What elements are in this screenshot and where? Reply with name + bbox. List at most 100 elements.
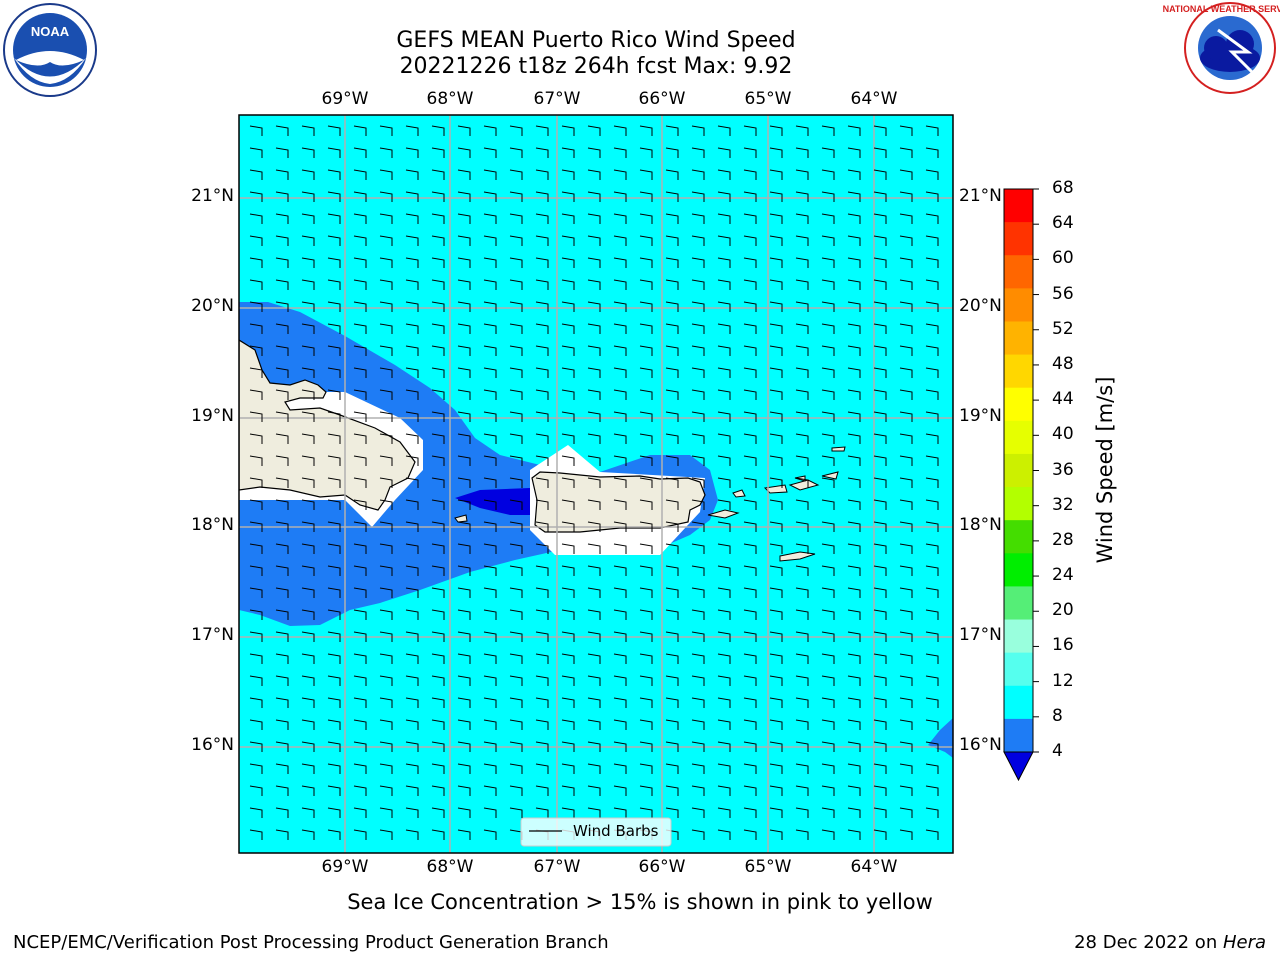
wind-barb [821, 411, 835, 422]
wind-barb [613, 697, 627, 708]
wind-barb [639, 191, 653, 202]
wind-barb [899, 367, 913, 378]
run-date: 28 Dec 2022 on Hera [1074, 932, 1266, 953]
wind-barb [327, 191, 341, 202]
wind-barb [691, 829, 705, 840]
wind-barb [483, 829, 497, 840]
wind-barb [639, 257, 653, 268]
colorbar-tick-label: 8 [1052, 705, 1063, 726]
wind-barb [431, 213, 445, 224]
wind-barb [327, 147, 341, 158]
wind-barb [613, 279, 627, 290]
wind-barb [301, 631, 315, 642]
wind-barb [691, 279, 705, 290]
wind-barb [847, 455, 861, 466]
wind-barb [353, 587, 367, 598]
wind-barb [795, 631, 809, 642]
wind-barb [847, 653, 861, 664]
wind-barb [925, 675, 939, 686]
wind-barb [431, 257, 445, 268]
wind-barb [327, 499, 341, 510]
wind-barb [743, 125, 757, 136]
wind-barb [925, 543, 939, 554]
wind-barb [457, 257, 471, 268]
wind-barb [717, 565, 731, 576]
wind-barb [249, 477, 263, 488]
wind-barb [587, 587, 601, 598]
wind-barb [873, 323, 887, 334]
wind-barb [483, 675, 497, 686]
wind-barb [821, 609, 835, 620]
wind-barb [327, 675, 341, 686]
wind-barb [847, 785, 861, 796]
wind-barb [847, 631, 861, 642]
wind-barb [613, 301, 627, 312]
wind-barb [483, 719, 497, 730]
wind-barb [249, 697, 263, 708]
wind-barb [587, 389, 601, 400]
wind-barb [717, 411, 731, 422]
wind-barb [353, 609, 367, 620]
wind-barb [535, 543, 549, 554]
wind-barb [535, 499, 549, 510]
wind-barb [821, 477, 835, 488]
wind-barb [691, 609, 705, 620]
wind-barb [795, 521, 809, 532]
wind-barb [561, 499, 575, 510]
wind-barb [275, 147, 289, 158]
wind-barb [925, 257, 939, 268]
wind-barb [717, 191, 731, 202]
wind-barb [769, 147, 783, 158]
wind-barb [457, 301, 471, 312]
wind-barb [457, 785, 471, 796]
wind-barb [613, 477, 627, 488]
wind-barb [535, 147, 549, 158]
wind-barb [275, 587, 289, 598]
wind-barb [743, 697, 757, 708]
wind-barb [717, 213, 731, 224]
wind-barb [795, 543, 809, 554]
wind-barb [743, 257, 757, 268]
wind-barb [483, 235, 497, 246]
wind-barb [587, 147, 601, 158]
wind-barb [587, 433, 601, 444]
wind-barb [535, 257, 549, 268]
wind-barb [847, 257, 861, 268]
wind-barb [587, 543, 601, 554]
wind-barb [639, 279, 653, 290]
wind-barb [353, 389, 367, 400]
lon-label-top: 64°W [850, 89, 898, 109]
wind-barb [249, 609, 263, 620]
legend-label: Wind Barbs [573, 822, 659, 840]
lon-label-top: 66°W [638, 89, 686, 109]
wind-barb [743, 609, 757, 620]
wind-barb [795, 125, 809, 136]
wind-barb [405, 257, 419, 268]
wind-barb [483, 389, 497, 400]
wind-barb [405, 191, 419, 202]
wind-barb [535, 785, 549, 796]
wind-barb [535, 169, 549, 180]
wind-barb [847, 565, 861, 576]
wind-barb [717, 367, 731, 378]
wind-barb [535, 477, 549, 488]
lat-label-right: 19°N [959, 406, 1002, 426]
wind-barb [925, 609, 939, 620]
wind-barb [431, 653, 445, 664]
wind-barb [691, 433, 705, 444]
wind-barb [301, 697, 315, 708]
wind-barb [821, 213, 835, 224]
wind-barb [743, 785, 757, 796]
wind-barb [613, 235, 627, 246]
colorbar-tick-label: 52 [1052, 318, 1074, 339]
wind-barb [847, 521, 861, 532]
wind-barb [639, 807, 653, 818]
wind-barb [379, 829, 393, 840]
wind-barb [899, 785, 913, 796]
wind-barb [639, 499, 653, 510]
wind-barb [613, 609, 627, 620]
wind-barb [691, 389, 705, 400]
wind-barb [301, 323, 315, 334]
wind-barb [509, 631, 523, 642]
wind-barb [301, 807, 315, 818]
